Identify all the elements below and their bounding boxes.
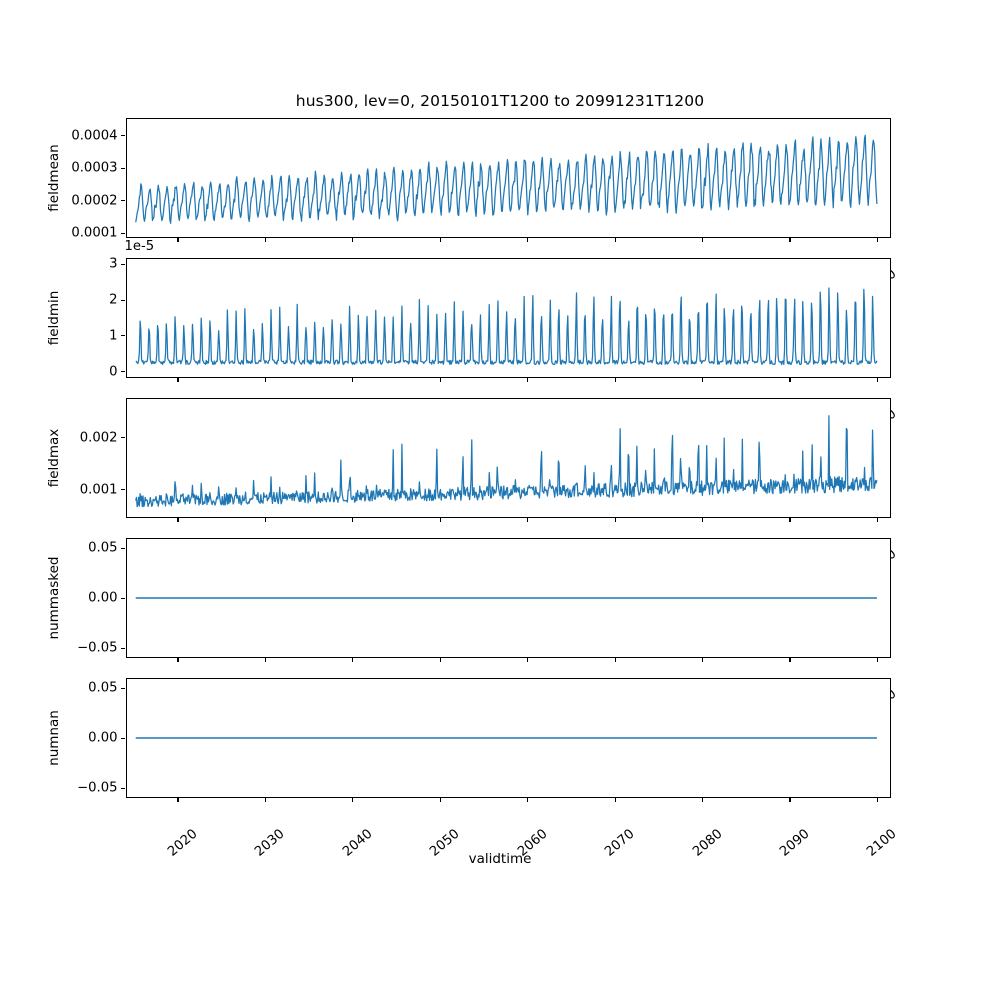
x-tick-mark <box>264 518 266 523</box>
x-tick-mark <box>614 238 616 243</box>
x-tick-mark <box>789 798 791 803</box>
y-tick-mark <box>121 371 126 373</box>
data-line-fieldmin <box>135 288 876 364</box>
x-tick-mark <box>264 378 266 383</box>
x-tick-mark <box>789 378 791 383</box>
x-tick-mark <box>177 378 179 383</box>
y-tick-mark <box>121 489 126 491</box>
x-tick-mark <box>527 238 529 243</box>
x-tick-mark <box>264 238 266 243</box>
y-tick-mark <box>121 647 126 649</box>
y-tick-label-fieldmin: 0 <box>109 364 118 380</box>
y-tick-label-nummasked: −0.05 <box>77 640 118 656</box>
x-tick-mark <box>614 658 616 663</box>
y-axis-label-fieldmax: fieldmax <box>46 428 62 488</box>
y-axis-label-fieldmin: fieldmin <box>46 290 62 346</box>
x-tick-mark <box>876 798 878 803</box>
x-tick-mark <box>789 238 791 243</box>
x-tick-mark <box>352 798 354 803</box>
plot-area-fieldmean <box>127 119 890 237</box>
x-tick-mark <box>177 798 179 803</box>
x-tick-mark <box>352 518 354 523</box>
y-axis-label-numnan: numnan <box>46 710 62 766</box>
y-tick-mark <box>121 597 126 599</box>
y-tick-label-numnan: 0.05 <box>88 680 118 696</box>
x-tick-mark <box>876 658 878 663</box>
subplot-fieldmean <box>125 118 891 238</box>
x-tick-mark <box>177 658 179 663</box>
y-tick-mark <box>121 200 126 202</box>
y-tick-label-numnan: −0.05 <box>77 780 118 796</box>
x-tick-mark <box>702 798 704 803</box>
x-tick-mark <box>352 658 354 663</box>
y-tick-label-nummasked: 0.00 <box>88 590 118 606</box>
subplot-fieldmax <box>125 398 891 518</box>
y-tick-mark <box>121 787 126 789</box>
x-tick-mark <box>614 378 616 383</box>
x-tick-mark <box>352 238 354 243</box>
data-line-fieldmean <box>135 135 876 223</box>
subplot-numnan <box>125 678 891 798</box>
y-tick-mark <box>121 167 126 169</box>
x-tick-mark <box>439 658 441 663</box>
x-tick-mark <box>439 378 441 383</box>
x-tick-mark <box>789 518 791 523</box>
y-tick-label-nummasked: 0.05 <box>88 540 118 556</box>
y-tick-label-fieldmean: 0.0001 <box>71 225 118 241</box>
y-tick-label-fieldmean: 0.0002 <box>71 193 118 209</box>
y-tick-label-fieldmin: 2 <box>109 292 118 308</box>
x-tick-mark <box>702 238 704 243</box>
y-axis-label-nummasked: nummasked <box>46 556 62 640</box>
y-tick-mark <box>121 263 126 266</box>
y-tick-label-fieldmax: 0.001 <box>79 482 118 498</box>
y-tick-label-numnan: 0.00 <box>88 730 118 746</box>
data-line-fieldmax <box>135 416 876 507</box>
y-tick-mark <box>121 135 126 137</box>
x-tick-mark <box>702 658 704 663</box>
y-tick-mark <box>121 687 126 689</box>
x-tick-mark <box>439 518 441 523</box>
x-tick-mark <box>614 798 616 803</box>
plot-area-nummasked <box>127 539 890 657</box>
x-tick-mark <box>439 798 441 803</box>
subplot-nummasked <box>125 538 891 658</box>
y-tick-mark <box>121 437 126 439</box>
figure-title: hus300, lev=0, 20150101T1200 to 20991231… <box>295 92 705 110</box>
y-tick-mark <box>121 335 126 337</box>
x-tick-mark <box>702 518 704 523</box>
x-tick-mark <box>439 238 441 243</box>
x-tick-mark <box>876 518 878 523</box>
plot-area-numnan <box>127 679 890 797</box>
x-tick-mark <box>527 658 529 663</box>
y-axis-offset-text-fieldmin: 1e-5 <box>124 239 155 254</box>
x-tick-mark <box>876 238 878 243</box>
x-tick-mark <box>876 378 878 383</box>
x-axis-label: validtime <box>468 851 532 867</box>
y-tick-mark <box>121 737 126 739</box>
y-tick-mark <box>121 547 126 549</box>
y-tick-label-fieldmin: 3 <box>109 256 118 272</box>
y-axis-label-fieldmean: fieldmean <box>46 144 62 212</box>
y-tick-label-fieldmean: 0.0003 <box>71 160 118 176</box>
y-tick-label-fieldmax: 0.002 <box>79 430 118 446</box>
x-tick-mark <box>702 378 704 383</box>
plot-area-fieldmax <box>127 399 890 517</box>
x-tick-mark <box>177 518 179 523</box>
y-tick-label-fieldmean: 0.0004 <box>71 128 118 144</box>
y-tick-mark <box>121 299 126 301</box>
y-tick-label-fieldmin: 1 <box>109 328 118 344</box>
x-tick-mark <box>177 238 179 243</box>
x-tick-mark <box>789 658 791 663</box>
x-tick-mark <box>264 798 266 803</box>
x-tick-mark <box>614 518 616 523</box>
x-tick-mark <box>527 798 529 803</box>
x-tick-mark <box>527 518 529 523</box>
x-tick-mark <box>352 378 354 383</box>
x-tick-mark <box>527 378 529 383</box>
y-tick-mark <box>121 232 126 234</box>
plot-area-fieldmin <box>127 259 890 377</box>
x-tick-mark <box>264 658 266 663</box>
subplot-fieldmin <box>125 258 891 378</box>
